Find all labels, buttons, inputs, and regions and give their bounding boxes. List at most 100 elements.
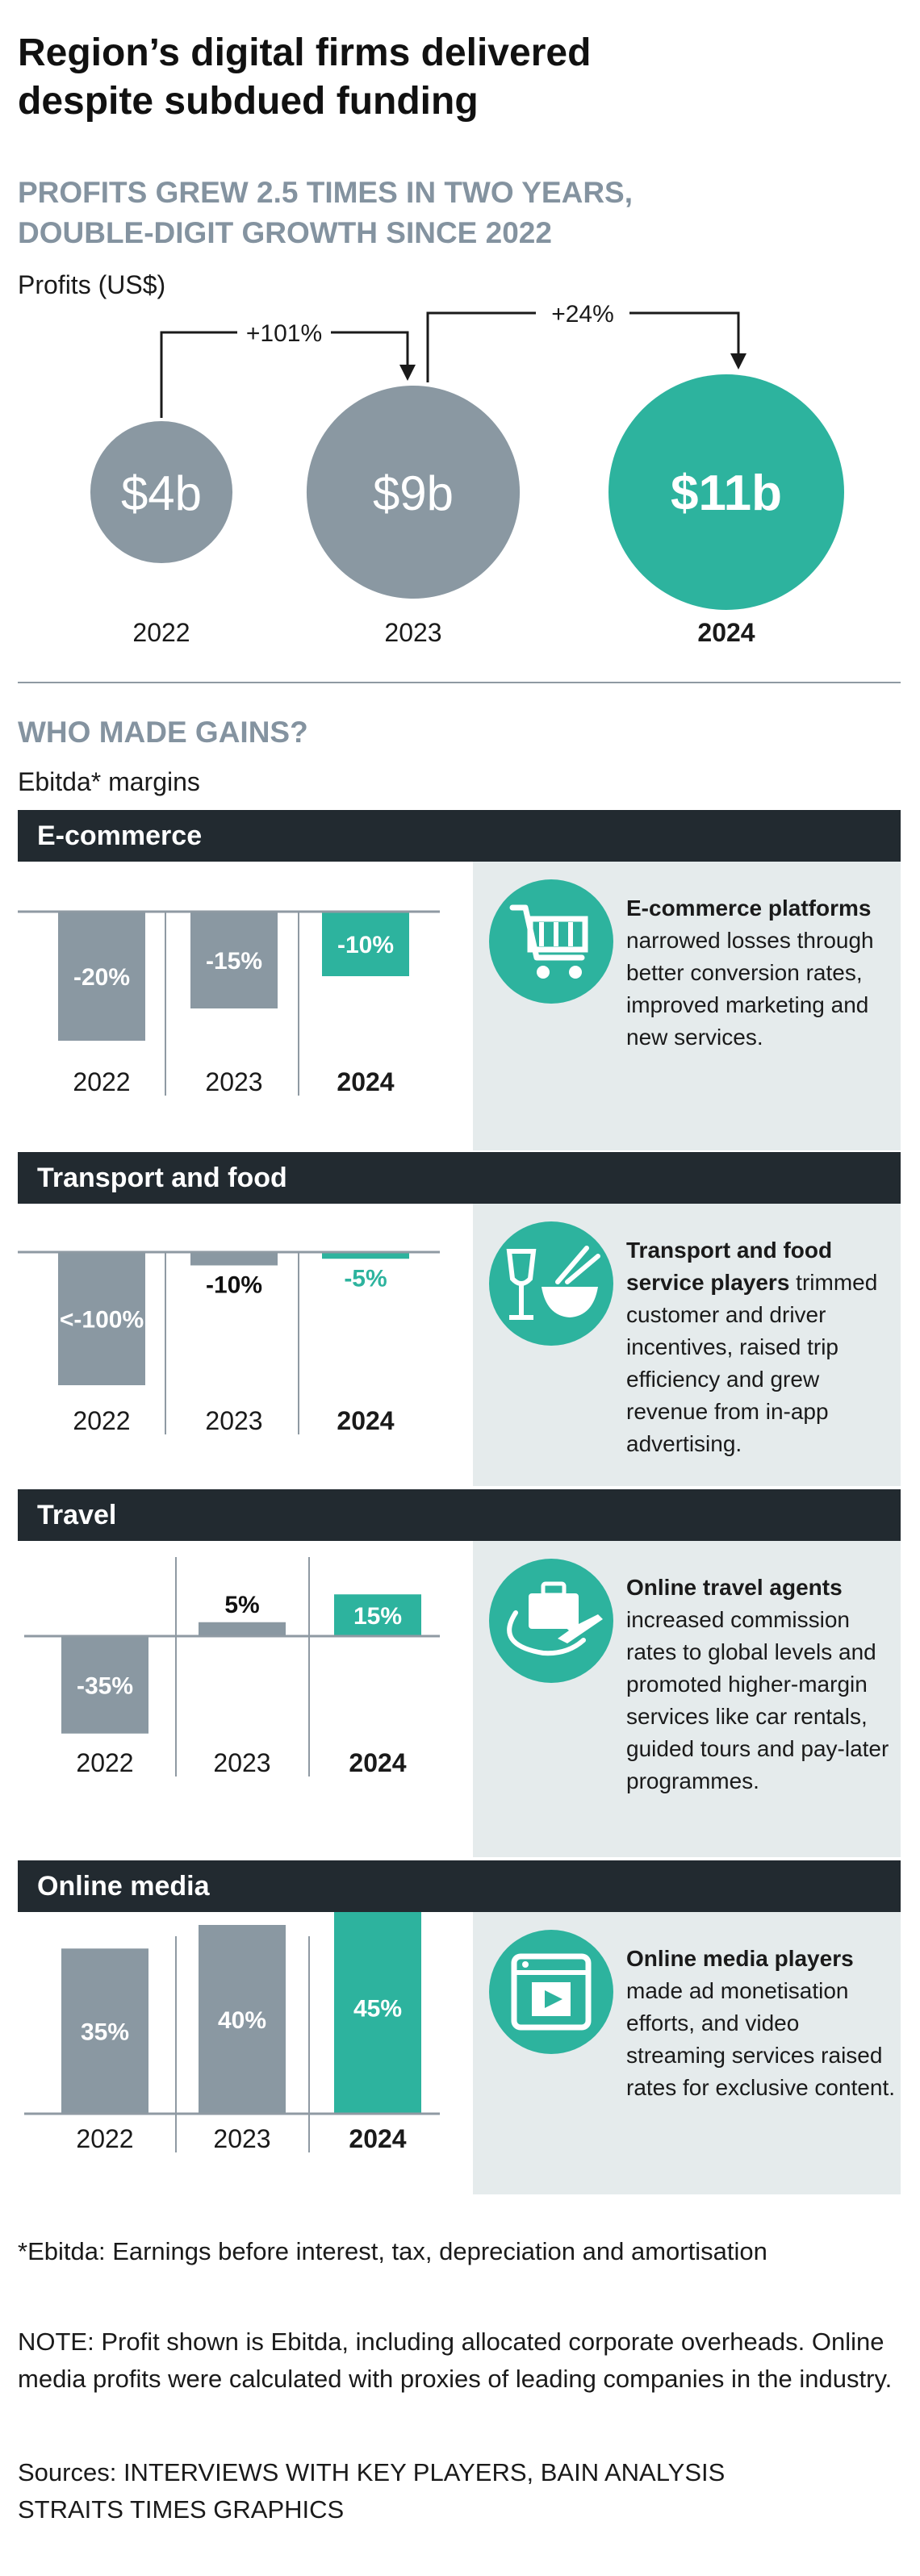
glass-bowl	[506, 1249, 537, 1286]
year-label-2024: 2024	[349, 2124, 406, 2153]
profit-value-2024: $11b	[671, 466, 782, 521]
description-highlight: E-commerce platforms	[626, 896, 872, 921]
growth-label-bg	[237, 315, 331, 350]
sources: Sources: INTERVIEWS WITH KEY PLAYERS, BA…	[18, 2454, 897, 2528]
bar-2024	[334, 1912, 421, 2114]
profits-bubble-chart: +101% +24% $4b 2022 $9b 2023 $11b 2024	[90, 295, 844, 647]
bar-label-2023: 40%	[218, 2007, 266, 2034]
bar-2022	[58, 912, 145, 1041]
subtitle-line-2: DOUBLE-DIGIT GROWTH SINCE 2022	[18, 216, 552, 249]
chart-transport-and-food: <-100% 2022 -10% 2023 -5% 2024	[18, 1250, 440, 1435]
cart-wheel	[537, 966, 550, 979]
bar-2023	[199, 1925, 286, 2114]
description-highlight: Transport and food service players	[626, 1238, 833, 1295]
bar-2022	[58, 1252, 145, 1385]
description-highlight: Online travel agents	[626, 1575, 843, 1600]
chart-e-commerce: -20% 2022 -15% 2023 -10% 2024	[18, 910, 440, 1096]
year-label-2023: 2023	[213, 2124, 270, 2153]
ebitda-label: Ebitda* margins	[18, 767, 200, 796]
profit-bubble-2022	[90, 420, 233, 564]
profit-bubble-2024	[608, 374, 844, 610]
bar-label-2024: 45%	[353, 1995, 402, 2022]
growth-label-1: +101%	[246, 320, 322, 347]
bar-label-2024: 15%	[353, 1603, 402, 1630]
footnote: *Ebitda: Earnings before interest, tax, …	[18, 2237, 767, 2265]
description-text: made ad monetisation efforts, and video …	[626, 1978, 896, 2100]
bar-label-2023: -15%	[206, 948, 262, 975]
year-label-2022: 2022	[73, 1406, 130, 1435]
year-label-2022: 2022	[132, 618, 190, 647]
bar-2024	[334, 1594, 421, 1636]
food-drink-icon	[489, 1221, 613, 1346]
title-line-1: Region’s digital firms delivered	[18, 31, 592, 74]
subtitle-line-1: PROFITS GREW 2.5 TIMES IN TWO YEARS,	[18, 176, 634, 209]
section-header-travel: Travel	[18, 1489, 901, 1541]
shopping-cart-icon	[489, 879, 613, 1004]
cart-wheel	[569, 966, 582, 979]
page-title: Region’s digital firms delivered despite…	[18, 29, 897, 126]
year-label-2024: 2024	[349, 1748, 406, 1777]
arrow-head-2	[730, 353, 746, 369]
cart-basket	[527, 916, 588, 953]
bar-label-2023: -10%	[206, 1272, 262, 1299]
profits-axis-label: Profits (US$)	[18, 270, 166, 299]
bar-2022	[61, 1636, 148, 1734]
description-text: narrowed losses through better conversio…	[626, 928, 874, 1050]
bar-2024	[322, 912, 409, 976]
description-travel: Online travel agents increased commissio…	[626, 1572, 901, 1797]
profit-bubble-2023	[306, 385, 521, 599]
description-text: increased commission rates to global lev…	[626, 1607, 889, 1793]
chopstick	[565, 1254, 600, 1284]
play-triangle	[545, 1990, 562, 2008]
bowl	[542, 1287, 598, 1317]
plane	[558, 1614, 603, 1643]
icon-background	[489, 879, 613, 1004]
chart-online-media: 35% 2022 40% 2023 45% 2024	[24, 1912, 440, 2153]
icon-background	[489, 1221, 613, 1346]
profit-value-2023: $9b	[373, 466, 454, 520]
description-e-commerce: E-commerce platforms narrowed losses thr…	[626, 892, 901, 1054]
bar-2024	[322, 1252, 409, 1259]
window-dot	[522, 1961, 529, 1968]
growth-label-2: +24%	[551, 301, 614, 328]
divider	[18, 682, 901, 683]
section-title: WHO MADE GAINS?	[18, 716, 308, 749]
arrow-head-1	[399, 364, 416, 381]
growth-label-bg	[536, 295, 629, 331]
title-line-2: despite subdued funding	[18, 80, 479, 123]
description-text: trimmed customer and driver incentives, …	[626, 1270, 878, 1456]
year-label-2023: 2023	[384, 618, 441, 647]
bar-2023	[199, 1622, 286, 1636]
section-header-online-media: Online media	[18, 1860, 901, 1912]
sources-line-1: Sources: INTERVIEWS WITH KEY PLAYERS, BA…	[18, 2458, 726, 2486]
bar-2023	[190, 1252, 278, 1266]
year-label-2023: 2023	[213, 1748, 270, 1777]
bar-2022	[61, 1948, 148, 2114]
year-label-2023: 2023	[205, 1406, 262, 1435]
note: NOTE: Profit shown is Ebitda, including …	[18, 2328, 893, 2393]
bar-label-2024: -5%	[344, 1265, 387, 1292]
year-label-2023: 2023	[205, 1067, 262, 1096]
section-header-transport-and-food: Transport and food	[18, 1152, 901, 1204]
bar-label-2024: -10%	[337, 932, 394, 958]
chopstick	[555, 1246, 589, 1284]
suitcase-handle	[541, 1581, 567, 1597]
sources-line-2: STRAITS TIMES GRAPHICS	[18, 2495, 345, 2524]
bar-2023	[190, 912, 278, 1008]
flight-path	[507, 1610, 586, 1656]
description-transport-and-food: Transport and food service players trimm…	[626, 1234, 901, 1460]
video-window	[511, 1953, 592, 2031]
year-label-2022: 2022	[76, 2124, 133, 2153]
bar-label-2022: -20%	[73, 964, 130, 991]
suitcase-plane-icon	[489, 1559, 613, 1683]
year-label-2024: 2024	[697, 618, 755, 647]
subtitle: PROFITS GREW 2.5 TIMES IN TWO YEARS, DOU…	[18, 173, 897, 253]
description-online-media: Online media players made ad monetisatio…	[626, 1943, 901, 2104]
section-header-e-commerce: E-commerce	[18, 810, 901, 862]
year-label-2022: 2022	[76, 1748, 133, 1777]
bar-label-2022: -35%	[77, 1672, 133, 1699]
year-label-2024: 2024	[337, 1406, 394, 1435]
description-highlight: Online media players	[626, 1946, 854, 1971]
bar-label-2023: 5%	[224, 1592, 259, 1618]
year-label-2024: 2024	[337, 1067, 394, 1096]
